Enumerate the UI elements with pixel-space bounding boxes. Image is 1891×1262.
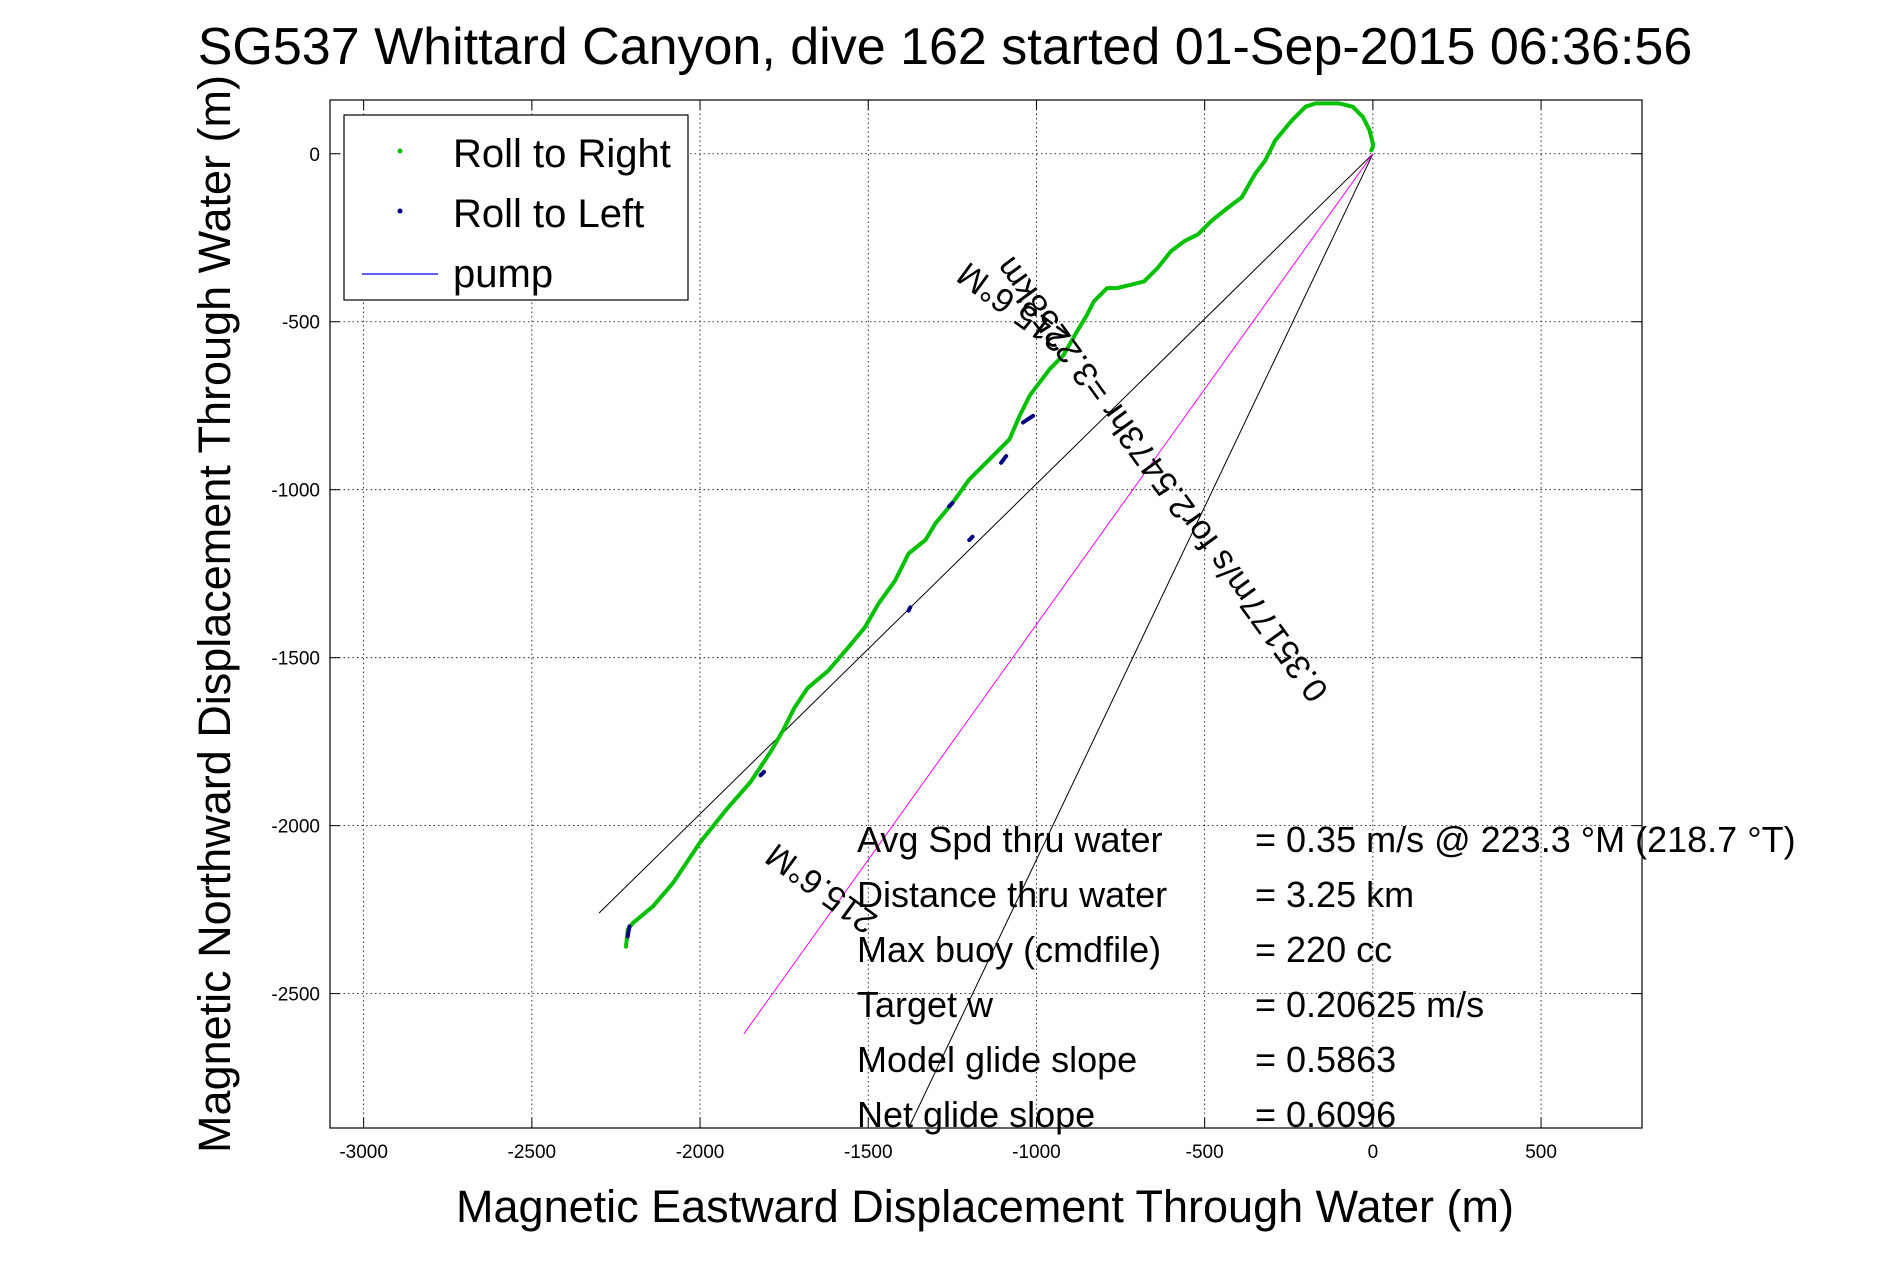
roll-left-segment (967, 534, 975, 543)
x-tick-label: -2500 (508, 1142, 557, 1163)
y-tick-label: -500 (282, 313, 320, 334)
stat-value: = 0.5863 (1255, 1039, 1396, 1080)
x-tick-label: 0 (1368, 1142, 1379, 1163)
x-tick-label: -500 (1186, 1142, 1224, 1163)
stat-label: Model glide slope (857, 1039, 1137, 1080)
stat-value: = 0.20625 m/s (1255, 984, 1484, 1025)
roll-right-track (624, 101, 1375, 949)
stat-label: Max buoy (cmdfile) (857, 929, 1161, 970)
stat-value: = 0.6096 (1255, 1094, 1396, 1135)
legend-swatch-marker (397, 208, 403, 214)
legend-label: Roll to Right (453, 132, 671, 176)
y-tick-label: -1500 (271, 649, 320, 670)
stat-label: Distance thru water (857, 874, 1167, 915)
y-axis-ticks: 0 -500 -1000 -1500 -2000 -2500 (271, 145, 1642, 1006)
stat-label: Avg Spd thru water (857, 819, 1163, 860)
stat-label: Net glide slope (857, 1094, 1095, 1135)
roll-left-segment (758, 769, 766, 778)
guide-line (743, 153, 1374, 1035)
legend-box (343, 114, 689, 301)
y-tick-label: -1000 (271, 481, 320, 502)
y-tick-label: -2500 (271, 985, 320, 1006)
x-tick-label: -3000 (339, 1142, 388, 1163)
y-axis-label: Magnetic Northward Displacement Through … (189, 75, 240, 1153)
x-tick-label: -2000 (676, 1142, 725, 1163)
x-tick-label: -1500 (844, 1142, 893, 1163)
roll-left-segment (1021, 413, 1036, 425)
legend-swatch-marker (397, 148, 403, 154)
x-axis-label: Magnetic Eastward Displacement Through W… (456, 1181, 1514, 1232)
legend-items: Roll to Right Roll to Left pump (362, 132, 671, 296)
roll-left-segment (999, 454, 1009, 465)
y-tick-label: 0 (309, 145, 320, 166)
stat-label: Target w (857, 984, 994, 1025)
legend-label: Roll to Left (453, 192, 644, 236)
legend-label: pump (453, 252, 553, 296)
guide-line (598, 153, 1374, 914)
roll-left-segment (625, 924, 632, 939)
guide-line (908, 153, 1374, 1129)
roll-left-segment (947, 501, 955, 509)
x-axis-ticks: -3000 -2500 -2000 -1500 -1000 -500 0 500 (339, 100, 1557, 1163)
chart-title: SG537 Whittard Canyon, dive 162 started … (198, 18, 1693, 76)
stat-value: = 220 cc (1255, 929, 1392, 970)
legend: Roll to Right Roll to Left pump (343, 114, 689, 301)
roll-left-segment (906, 605, 913, 613)
y-tick-label: -2000 (271, 817, 320, 838)
stat-value: = 0.35 m/s @ 223.3 °M (218.7 °T) (1255, 819, 1796, 860)
stat-value: = 3.25 km (1255, 874, 1414, 915)
dive-stats: Avg Spd thru water = 0.35 m/s @ 223.3 °M … (857, 819, 1796, 1135)
plot-border (329, 99, 1643, 1129)
guide-lines (598, 153, 1374, 1129)
x-tick-label: -1000 (1012, 1142, 1061, 1163)
data-series (624, 101, 1375, 949)
x-tick-label: 500 (1525, 1142, 1557, 1163)
